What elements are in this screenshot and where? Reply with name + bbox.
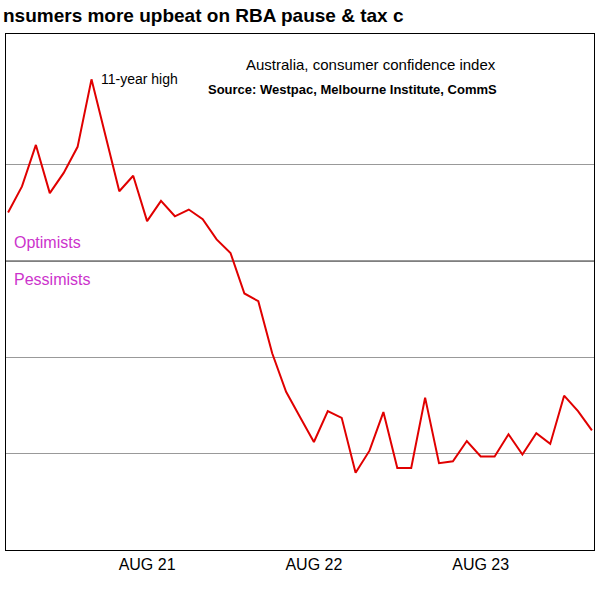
svg-text:Australia, consumer confidence: Australia, consumer confidence index	[246, 56, 496, 73]
svg-text:11-year high: 11-year high	[101, 71, 178, 87]
svg-text:AUG 21: AUG 21	[119, 556, 176, 573]
svg-text:Pessimists: Pessimists	[14, 271, 90, 288]
svg-text:AUG 22: AUG 22	[285, 556, 342, 573]
svg-text:AUG 23: AUG 23	[452, 556, 509, 573]
svg-text:Optimists: Optimists	[14, 234, 81, 251]
svg-text:Source: Westpac, Melbourne Ins: Source: Westpac, Melbourne Institute, Co…	[208, 82, 497, 97]
svg-text:nsumers more upbeat on RBA pau: nsumers more upbeat on RBA pause & tax c	[3, 5, 404, 26]
